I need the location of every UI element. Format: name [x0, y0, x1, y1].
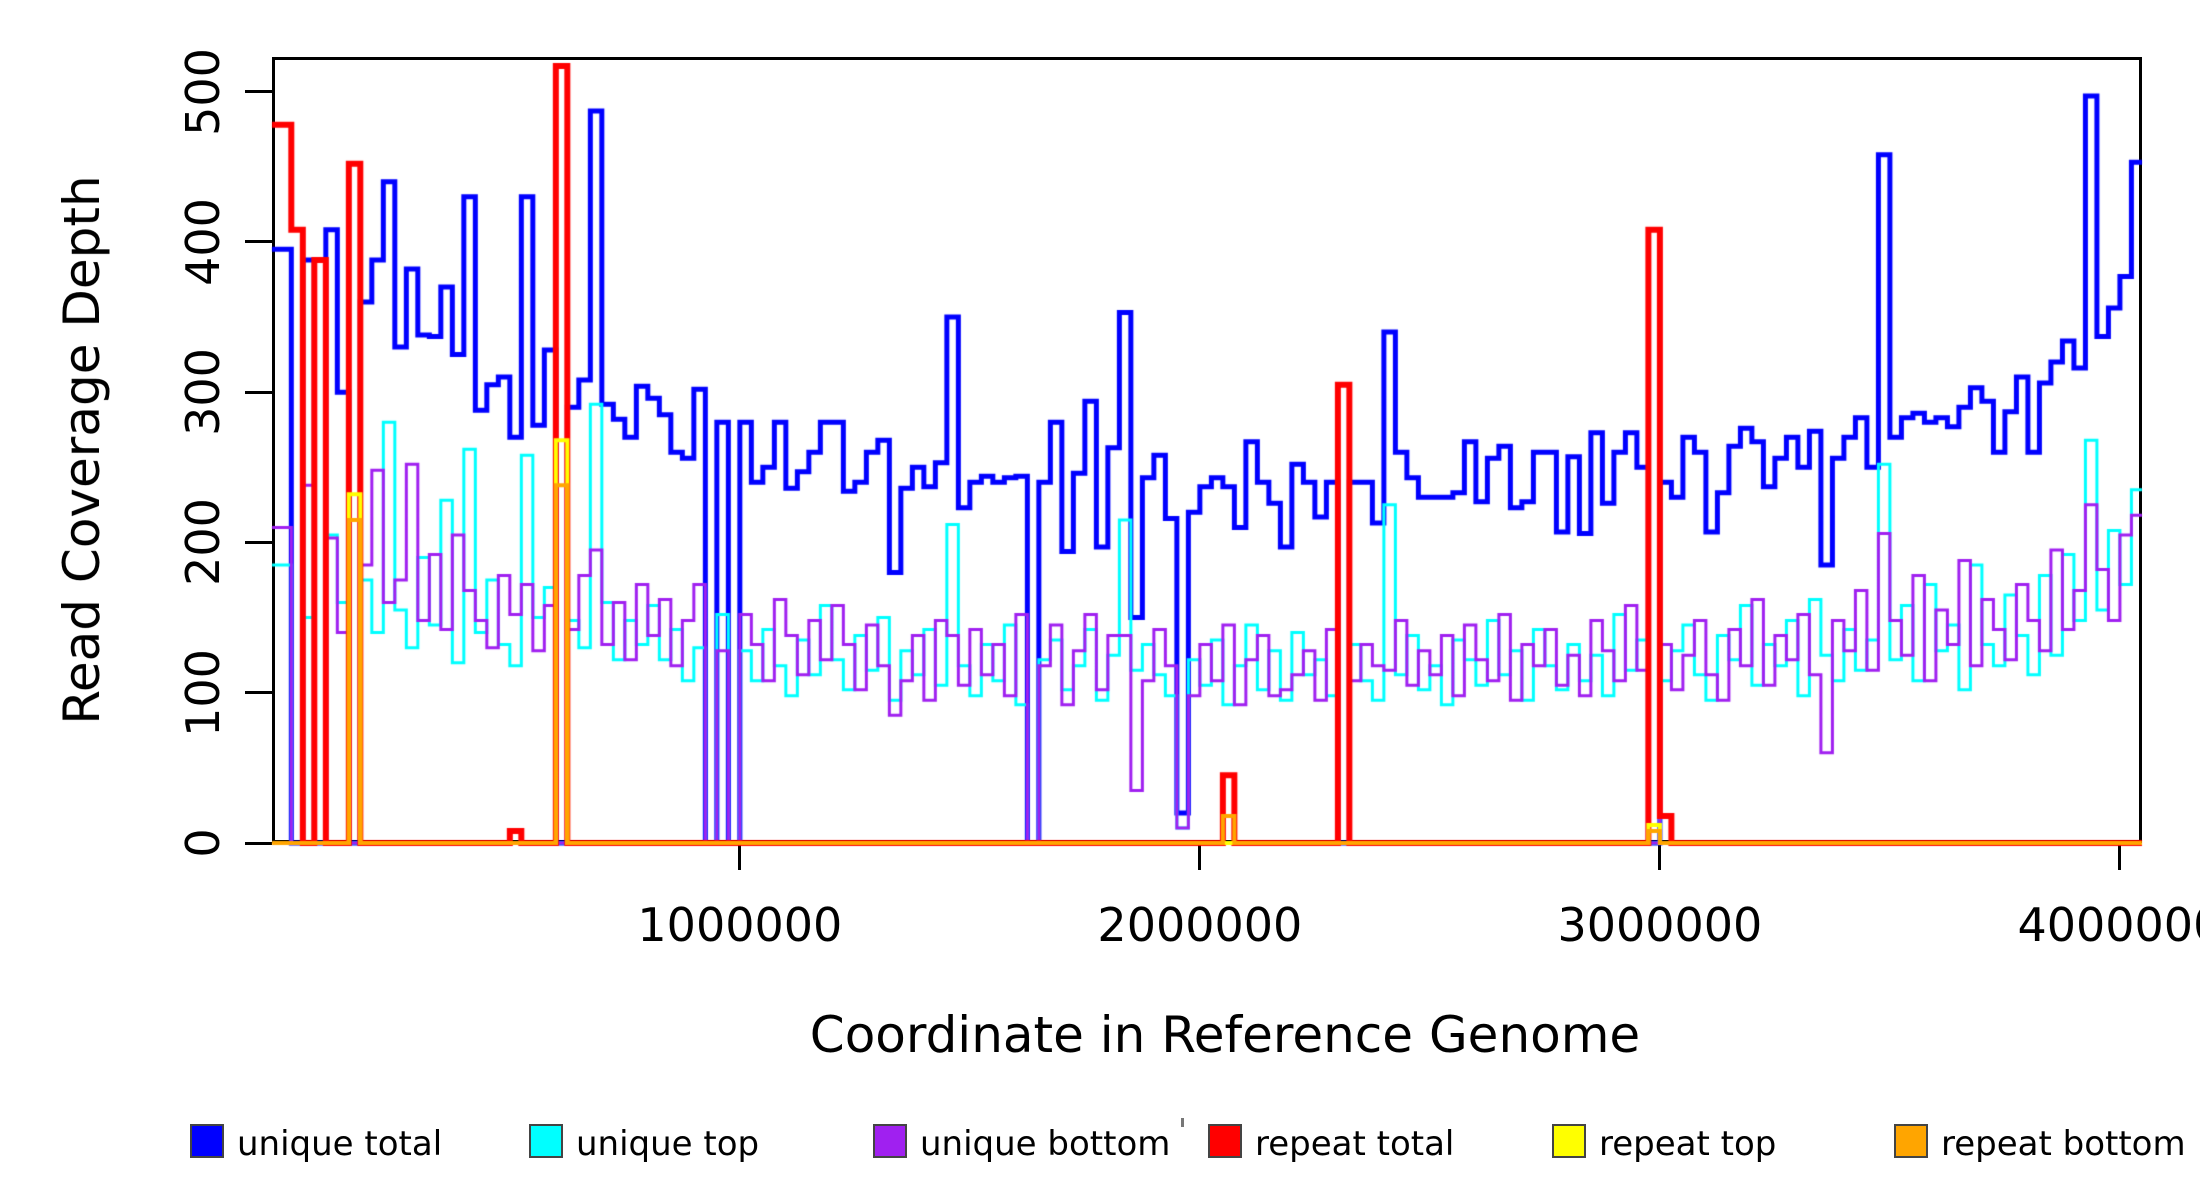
legend-label: repeat total	[1255, 1124, 1455, 1164]
x-tick-label: 2000000	[1097, 898, 1303, 952]
y-tick-label: 500	[176, 47, 230, 136]
legend-swatch-icon	[190, 1124, 224, 1158]
stray-mark	[1181, 1118, 1184, 1127]
legend-label: unique top	[576, 1124, 760, 1164]
x-tick-label: 3000000	[1557, 898, 1763, 952]
legend-swatch-icon	[1894, 1124, 1928, 1158]
y-tick-label: 200	[176, 498, 230, 587]
y-tick-label: 100	[176, 648, 230, 737]
legend-label: repeat top	[1599, 1124, 1777, 1164]
y-tick-label: 300	[176, 348, 230, 437]
legend-swatch-icon	[1208, 1124, 1242, 1158]
legend: unique total unique top unique bottom repea…	[0, 1122, 2200, 1168]
y-tick-label: 0	[176, 828, 230, 858]
x-tick-label: 1000000	[637, 898, 843, 952]
legend-swatch-icon	[873, 1124, 907, 1158]
legend-label: repeat bottom	[1941, 1124, 2186, 1164]
legend-swatch-icon	[529, 1124, 563, 1158]
legend-label: unique total	[237, 1124, 443, 1164]
legend-swatch-icon	[1552, 1124, 1586, 1158]
y-axis-title: Read Coverage Depth	[53, 175, 111, 725]
y-tick-label: 400	[176, 197, 230, 286]
x-tick-label: 4000000	[2017, 898, 2200, 952]
x-axis-title: Coordinate in Reference Genome	[809, 1006, 1641, 1064]
legend-label: unique bottom	[920, 1124, 1171, 1164]
